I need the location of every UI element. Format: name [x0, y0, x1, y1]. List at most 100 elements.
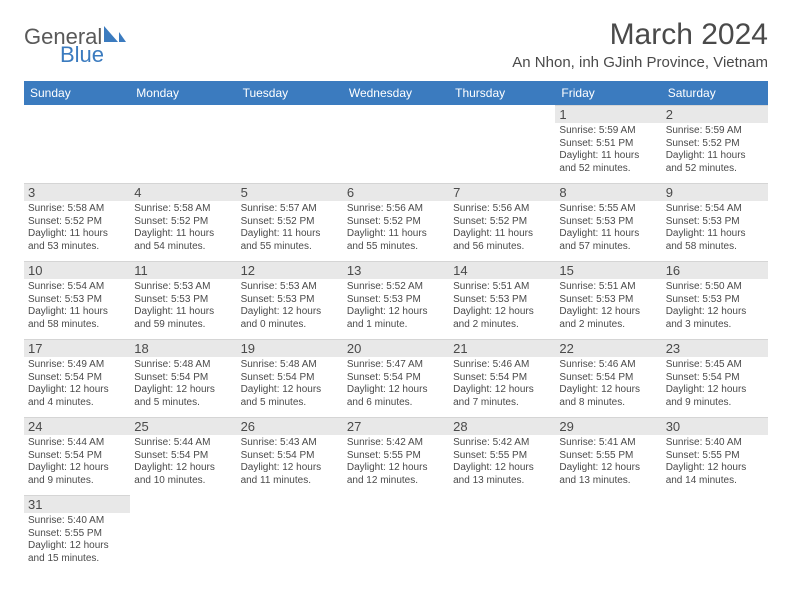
day-info-line: Sunrise: 5:46 AM [559, 359, 657, 372]
weekday-header: Friday [555, 81, 661, 105]
day-info-line: Daylight: 12 hours [666, 306, 764, 319]
location-subtitle: An Nhon, inh GJinh Province, Vietnam [512, 54, 768, 71]
calendar-cell [24, 105, 130, 183]
logo: General Blue [24, 18, 126, 65]
page-title: March 2024 [512, 18, 768, 52]
day-number: 21 [449, 339, 555, 357]
day-info: Sunrise: 5:46 AMSunset: 5:54 PMDaylight:… [453, 359, 551, 409]
page: General Blue March 2024 An Nhon, inh GJi… [0, 0, 792, 583]
day-number: 14 [449, 261, 555, 279]
day-info-line: Sunrise: 5:58 AM [28, 203, 126, 216]
day-info-line: Sunset: 5:55 PM [453, 450, 551, 463]
day-number: 19 [237, 339, 343, 357]
day-number: 1 [555, 105, 661, 123]
day-info-line: Sunrise: 5:51 AM [559, 281, 657, 294]
day-info-line: and 6 minutes. [347, 397, 445, 410]
day-info-line: Daylight: 12 hours [666, 384, 764, 397]
day-info-line: and 12 minutes. [347, 475, 445, 488]
day-info-line: Daylight: 12 hours [241, 384, 339, 397]
weekday-header: Thursday [449, 81, 555, 105]
day-number: 4 [130, 183, 236, 201]
day-info-line: and 53 minutes. [28, 241, 126, 254]
day-info: Sunrise: 5:44 AMSunset: 5:54 PMDaylight:… [134, 437, 232, 487]
calendar-cell: 11 Sunrise: 5:53 AMSunset: 5:53 PMDayligh… [130, 261, 236, 339]
day-info-line: Sunset: 5:54 PM [28, 450, 126, 463]
day-number: 7 [449, 183, 555, 201]
day-info-line: Daylight: 12 hours [347, 306, 445, 319]
day-info-line: Sunset: 5:53 PM [666, 294, 764, 307]
day-info: Sunrise: 5:46 AMSunset: 5:54 PMDaylight:… [559, 359, 657, 409]
calendar-week-row: 3Sunrise: 5:58 AMSunset: 5:52 PMDaylight… [24, 183, 768, 261]
day-info-line: Daylight: 12 hours [453, 384, 551, 397]
day-number: 16 [662, 261, 768, 279]
day-info: Sunrise: 5:54 AMSunset: 5:53 PMDaylight:… [28, 281, 126, 331]
day-info-line: Daylight: 11 hours [666, 150, 764, 163]
day-info-line: Sunrise: 5:57 AM [241, 203, 339, 216]
day-info-line: Daylight: 12 hours [28, 462, 126, 475]
day-info-line: and 13 minutes. [453, 475, 551, 488]
day-info-line: Sunrise: 5:54 AM [666, 203, 764, 216]
day-info-line: Sunset: 5:53 PM [134, 294, 232, 307]
day-info: Sunrise: 5:49 AMSunset: 5:54 PMDaylight:… [28, 359, 126, 409]
calendar-cell: 22Sunrise: 5:46 AMSunset: 5:54 PMDayligh… [555, 339, 661, 417]
day-info-line: Sunrise: 5:44 AM [28, 437, 126, 450]
calendar-cell: 13Sunrise: 5:52 AMSunset: 5:53 PMDayligh… [343, 261, 449, 339]
day-info-line: Daylight: 12 hours [666, 462, 764, 475]
weekday-header: Sunday [24, 81, 130, 105]
day-info-line: Sunset: 5:54 PM [134, 372, 232, 385]
calendar-cell: 3Sunrise: 5:58 AMSunset: 5:52 PMDaylight… [24, 183, 130, 261]
day-info-line: Sunset: 5:52 PM [666, 138, 764, 151]
calendar-cell: 27Sunrise: 5:42 AMSunset: 5:55 PMDayligh… [343, 417, 449, 495]
day-info-line: and 15 minutes. [28, 553, 126, 566]
calendar-cell: 5Sunrise: 5:57 AMSunset: 5:52 PMDaylight… [237, 183, 343, 261]
calendar-cell [662, 495, 768, 573]
day-number: 29 [555, 417, 661, 435]
calendar-cell: 1Sunrise: 5:59 AMSunset: 5:51 PMDaylight… [555, 105, 661, 183]
day-number: 27 [343, 417, 449, 435]
day-info: Sunrise: 5:50 AMSunset: 5:53 PMDaylight:… [666, 281, 764, 331]
calendar-cell [555, 495, 661, 573]
calendar-cell: 10 Sunrise: 5:54 AMSunset: 5:53 PMDayligh… [24, 261, 130, 339]
day-info-line: and 56 minutes. [453, 241, 551, 254]
day-info-line: Daylight: 12 hours [559, 462, 657, 475]
day-info-line: Sunrise: 5:46 AM [453, 359, 551, 372]
day-info-line: Sunset: 5:52 PM [134, 216, 232, 229]
weekday-header: Wednesday [343, 81, 449, 105]
day-info: Sunrise: 5:55 AMSunset: 5:53 PMDaylight:… [559, 203, 657, 253]
day-info-line: Daylight: 12 hours [134, 462, 232, 475]
day-number: 31 [24, 495, 130, 513]
weekday-header: Tuesday [237, 81, 343, 105]
day-number: 11 [130, 261, 236, 279]
calendar-cell [237, 105, 343, 183]
day-info-line: Sunset: 5:53 PM [28, 294, 126, 307]
calendar-week-row: 1Sunrise: 5:59 AMSunset: 5:51 PMDaylight… [24, 105, 768, 183]
day-number: 10 [24, 261, 130, 279]
calendar-cell: 14Sunrise: 5:51 AMSunset: 5:53 PMDayligh… [449, 261, 555, 339]
day-info-line: Daylight: 11 hours [453, 228, 551, 241]
day-info: Sunrise: 5:56 AMSunset: 5:52 PMDaylight:… [347, 203, 445, 253]
day-number: 18 [130, 339, 236, 357]
day-info-line: Sunset: 5:52 PM [347, 216, 445, 229]
calendar-cell: 26Sunrise: 5:43 AMSunset: 5:54 PMDayligh… [237, 417, 343, 495]
day-info-line: Sunset: 5:54 PM [241, 450, 339, 463]
day-info-line: Sunset: 5:55 PM [666, 450, 764, 463]
weekday-header: Saturday [662, 81, 768, 105]
day-info-line: Sunset: 5:53 PM [559, 216, 657, 229]
day-info-line: and 52 minutes. [559, 163, 657, 176]
calendar-cell: 17Sunrise: 5:49 AMSunset: 5:54 PMDayligh… [24, 339, 130, 417]
day-number: 9 [662, 183, 768, 201]
day-info: Sunrise: 5:53 AMSunset: 5:53 PMDaylight:… [134, 281, 232, 331]
day-info-line: and 58 minutes. [666, 241, 764, 254]
day-number: 8 [555, 183, 661, 201]
day-info-line: Sunrise: 5:55 AM [559, 203, 657, 216]
day-info: Sunrise: 5:58 AMSunset: 5:52 PMDaylight:… [134, 203, 232, 253]
calendar-week-row: 31Sunrise: 5:40 AMSunset: 5:55 PMDayligh… [24, 495, 768, 573]
day-info: Sunrise: 5:48 AMSunset: 5:54 PMDaylight:… [134, 359, 232, 409]
day-info: Sunrise: 5:52 AMSunset: 5:53 PMDaylight:… [347, 281, 445, 331]
day-info-line: and 9 minutes. [666, 397, 764, 410]
day-info-line: Sunset: 5:54 PM [241, 372, 339, 385]
day-info-line: Sunrise: 5:53 AM [134, 281, 232, 294]
calendar-cell: 24Sunrise: 5:44 AMSunset: 5:54 PMDayligh… [24, 417, 130, 495]
day-info-line: Daylight: 11 hours [134, 228, 232, 241]
calendar-cell: 21 Sunrise: 5:46 AMSunset: 5:54 PMDayligh… [449, 339, 555, 417]
